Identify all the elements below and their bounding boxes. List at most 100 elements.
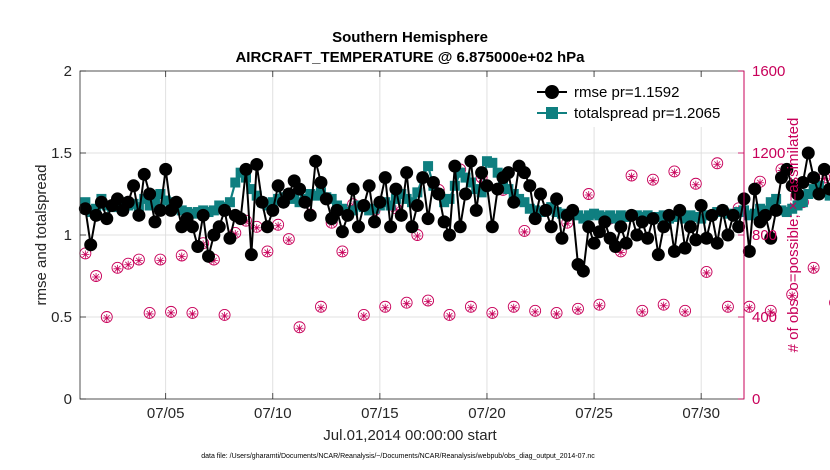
rmse-point bbox=[587, 236, 601, 250]
rmse-point bbox=[694, 198, 708, 212]
rmse-point bbox=[330, 203, 344, 217]
rmse-point bbox=[528, 212, 542, 226]
totalspread-point bbox=[176, 205, 187, 216]
obs-possible-point bbox=[668, 165, 681, 178]
totalspread-point bbox=[685, 210, 696, 221]
obs-assimilated-point bbox=[92, 273, 101, 282]
obs-possible-point bbox=[700, 265, 713, 278]
totalspread-point bbox=[680, 213, 691, 224]
totalspread-point bbox=[530, 205, 541, 216]
rmse-point bbox=[185, 220, 199, 234]
obs-possible-point bbox=[90, 270, 103, 282]
obs-possible-point bbox=[175, 249, 188, 262]
rmse-point bbox=[448, 159, 462, 173]
rmse-point bbox=[678, 241, 692, 255]
rmse-point bbox=[153, 203, 167, 217]
rmse-point bbox=[159, 162, 173, 176]
totalspread-point bbox=[182, 207, 193, 218]
totalspread-point bbox=[289, 193, 300, 204]
obs-possible-point bbox=[572, 302, 584, 315]
rmse-point bbox=[823, 182, 830, 196]
rmse-point bbox=[110, 192, 124, 206]
totalspread-point bbox=[690, 211, 701, 222]
obs-assimilated-point bbox=[702, 268, 711, 277]
obs-assimilated-point bbox=[263, 248, 272, 257]
rmse-point bbox=[389, 182, 403, 196]
obs-possible-point bbox=[379, 300, 392, 313]
obs-assimilated-point bbox=[820, 174, 829, 183]
chart-title: Southern Hemisphere bbox=[332, 29, 488, 46]
rmse-point bbox=[303, 208, 317, 222]
rmse-point bbox=[127, 179, 141, 193]
totalspread-point bbox=[583, 210, 594, 221]
x-tick-label: 07/15 bbox=[361, 405, 399, 422]
totalspread-point bbox=[771, 193, 782, 204]
obs-possible-point bbox=[422, 294, 435, 307]
rmse-point bbox=[485, 220, 499, 234]
rmse-point bbox=[400, 166, 414, 180]
totalspread-point bbox=[481, 156, 492, 167]
rmse-point bbox=[700, 231, 714, 245]
totalspread-point bbox=[423, 161, 434, 172]
chart-subtitle: AIRCRAFT_TEMPERATURE @ 6.875000e+02 hPa bbox=[235, 49, 585, 66]
obs-assimilated-point bbox=[188, 309, 197, 318]
totalspread-point bbox=[765, 197, 776, 208]
y-axis-right-label: # of obs: o=possible; ×=assimilated bbox=[785, 118, 802, 353]
obs-assimilated-point bbox=[252, 223, 261, 232]
rmse-point bbox=[791, 187, 805, 201]
y-left-tick-label: 2 bbox=[64, 63, 72, 80]
obs-possible-point bbox=[657, 298, 670, 311]
obs-assimilated-point bbox=[670, 168, 679, 177]
obs-assimilated-point bbox=[616, 248, 625, 257]
obs-assimilated-point bbox=[595, 301, 604, 310]
rmse-point bbox=[517, 166, 531, 180]
obs-assimilated-point bbox=[756, 178, 765, 187]
rmse-point bbox=[748, 182, 762, 196]
obs-assimilated-point bbox=[220, 311, 229, 320]
obs-assimilated-point bbox=[584, 191, 593, 200]
rmse-point bbox=[143, 187, 157, 201]
totalspread-point bbox=[808, 184, 819, 195]
obs-possible-point bbox=[100, 311, 113, 323]
obs-assimilated-point bbox=[809, 264, 818, 273]
rmse-point bbox=[705, 208, 719, 222]
totalspread-point bbox=[487, 157, 498, 168]
obs-assimilated-point bbox=[402, 299, 411, 308]
totalspread-point bbox=[305, 189, 316, 199]
rmse-point bbox=[405, 220, 419, 234]
rmse-point bbox=[726, 208, 740, 222]
obs-possible-point bbox=[111, 261, 124, 274]
rmse-point bbox=[426, 176, 440, 190]
rmse-point bbox=[94, 195, 108, 209]
rmse-point bbox=[758, 208, 772, 222]
obs-assimilated-point bbox=[274, 221, 283, 230]
obs-assimilated-point bbox=[167, 308, 176, 317]
totalspread-point bbox=[449, 180, 460, 191]
obs-possible-point bbox=[400, 296, 413, 309]
totalspread-point bbox=[503, 184, 514, 195]
obs-assimilated-point bbox=[338, 248, 347, 257]
totalspread-point bbox=[348, 205, 359, 216]
rmse-point bbox=[630, 228, 644, 242]
obs-assimilated-point bbox=[466, 303, 475, 312]
obs-possible-point bbox=[636, 304, 649, 317]
totalspread-point bbox=[396, 189, 407, 199]
rmse-point bbox=[817, 162, 830, 176]
rmse-point bbox=[266, 203, 280, 217]
totalspread-point bbox=[439, 197, 450, 208]
rmse-series bbox=[78, 146, 830, 278]
y-left-tick-label: 0 bbox=[64, 391, 72, 408]
obs-possible-point bbox=[593, 298, 606, 311]
rmse-point bbox=[721, 228, 735, 242]
obs-possible-point bbox=[132, 253, 145, 266]
obs-possible-point bbox=[154, 253, 167, 266]
obs-possible-point bbox=[122, 257, 135, 270]
rmse-point bbox=[780, 162, 794, 176]
obs-assimilated-point bbox=[295, 324, 304, 333]
totalspread-point bbox=[230, 177, 241, 188]
totalspread-point bbox=[615, 210, 626, 221]
totalspread-point bbox=[755, 203, 766, 214]
rmse-point bbox=[309, 154, 323, 168]
rmse-point bbox=[357, 198, 371, 212]
totalspread-point bbox=[208, 205, 219, 216]
